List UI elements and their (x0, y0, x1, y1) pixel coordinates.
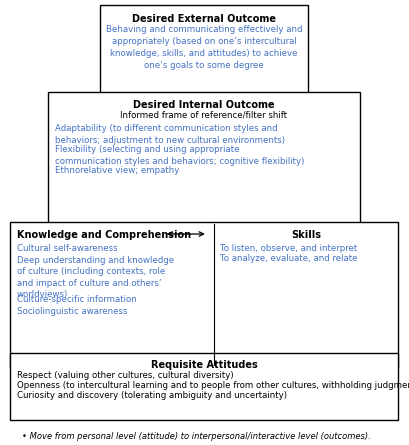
Text: Flexibility (selecting and using appropriate
communication styles and behaviors;: Flexibility (selecting and using appropr… (55, 145, 304, 166)
Text: • Move from personal level (attitude) to interpersonal/interactive level (outcom: • Move from personal level (attitude) to… (22, 432, 371, 441)
Bar (48, 92, 360, 237)
Text: Cultural self-awareness: Cultural self-awareness (17, 244, 118, 253)
Text: Knowledge and Comprehension: Knowledge and Comprehension (17, 230, 191, 240)
Bar (100, 5, 308, 105)
Bar (10, 353, 398, 420)
Text: Desired External Outcome: Desired External Outcome (132, 14, 276, 24)
Text: Deep understanding and knowledge
of culture (including contexts, role
and impact: Deep understanding and knowledge of cult… (17, 256, 174, 299)
Text: Ethnorelative view; empathy: Ethnorelative view; empathy (55, 166, 180, 175)
Text: To analyze, evaluate, and relate: To analyze, evaluate, and relate (220, 254, 357, 263)
Text: Informed frame of reference/filter shift: Informed frame of reference/filter shift (120, 111, 288, 120)
Bar (10, 222, 398, 367)
Text: Desired Internal Outcome: Desired Internal Outcome (133, 100, 275, 110)
Text: Openness (to intercultural learning and to people from other cultures, withholdi: Openness (to intercultural learning and … (17, 381, 409, 390)
Text: Curiosity and discovery (tolerating ambiguity and uncertainty): Curiosity and discovery (tolerating ambi… (17, 391, 287, 400)
Text: Requisite Attitudes: Requisite Attitudes (151, 360, 257, 370)
Text: Respect (valuing other cultures, cultural diversity): Respect (valuing other cultures, cultura… (17, 371, 234, 380)
Text: Sociolinguistic awareness: Sociolinguistic awareness (17, 307, 128, 316)
Text: Behaving and communicating effectively and
appropriately (based on one’s intercu: Behaving and communicating effectively a… (106, 25, 302, 70)
Text: To listen, observe, and interpret: To listen, observe, and interpret (220, 244, 357, 253)
Text: Skills: Skills (291, 230, 321, 240)
Text: Adaptability (to different communication styles and
behaviors; adjustment to new: Adaptability (to different communication… (55, 124, 285, 145)
Text: Culture-specific information: Culture-specific information (17, 295, 137, 304)
